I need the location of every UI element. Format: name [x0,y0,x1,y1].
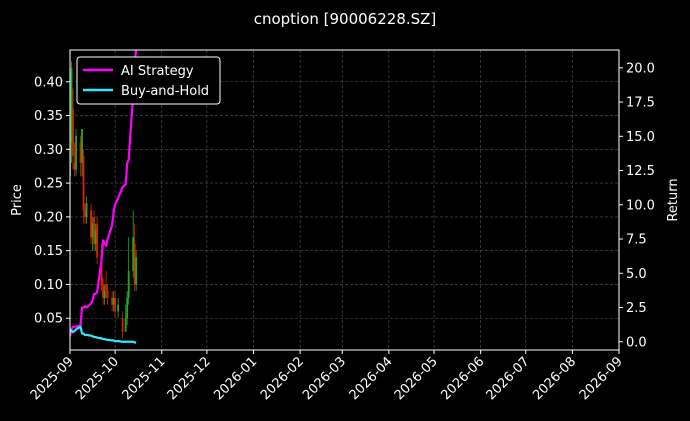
y-axis-left: 0.05 0.10 0.15 0.20 0.25 0.30 0.35 0.40 [34,75,70,327]
y-left-tick-label: 0.30 [34,143,63,158]
y-right-tick-label: 2.5 [626,301,647,316]
candle [133,223,136,292]
y-right-tick-label: 10.0 [626,198,655,213]
candle-body [135,257,138,285]
ai-strategy-line [70,50,138,337]
candle [70,61,73,163]
candle [90,203,92,244]
candle-body [81,129,83,163]
y-right-tick-label: 17.5 [626,96,655,111]
y-axis-left-label: Price [10,184,25,216]
candle-body [106,291,109,298]
candle [91,216,94,251]
candlesticks [70,61,138,339]
candle-body [72,108,74,157]
candle [75,129,77,177]
y-left-tick-label: 0.40 [34,75,63,90]
series-lines [70,50,138,344]
candle-body [112,297,115,305]
legend-label-buy-and-hold: Buy-and-Hold [121,84,209,99]
candle-body [79,142,82,163]
candle [126,291,129,325]
candle [79,135,82,177]
candle [93,210,95,251]
candle-body [117,304,120,312]
y-right-tick-label: 12.5 [626,164,655,179]
candle-body [84,210,86,217]
candle [94,223,97,251]
candle [84,203,86,224]
candle-body [70,68,73,143]
y-right-tick-label: 5.0 [626,267,647,282]
candle-body [93,216,95,244]
y-axis-right: 0.0 2.5 5.0 7.5 10.0 12.5 15.0 17.5 20.0 [619,61,655,350]
y-left-tick-label: 0.10 [34,278,63,293]
plot-frame [69,49,620,351]
candle-body [103,291,106,298]
candle-body [102,284,104,298]
y-right-tick-label: 15.0 [626,130,655,145]
y-axis-right-label: Return [666,178,681,221]
candle-body [82,156,85,211]
y-right-tick-label: 7.5 [626,233,647,248]
y-right-tick-label: 0.0 [626,335,647,350]
candle [73,142,76,177]
candle-body [90,210,92,238]
y-left-tick-label: 0.35 [34,109,63,124]
candle [103,284,106,305]
candle-body [91,223,94,238]
buy-and-hold-line [70,325,137,344]
y-left-tick-label: 0.05 [34,312,63,327]
candle-body [121,318,124,332]
candle-body [126,297,129,319]
candle-body [75,135,77,170]
y-left-tick-label: 0.15 [34,244,63,259]
candle [135,250,138,292]
candle [127,237,130,305]
candle [111,291,114,312]
chart-title: cnoption [90006228.SZ] [254,10,437,28]
candle [124,304,127,332]
candle-body [105,284,107,292]
candle-body [127,270,130,298]
candle [102,277,104,305]
candle-body [114,297,117,312]
candle [105,270,107,298]
candle-body [111,297,114,305]
candle-body [124,318,127,332]
candle-body [94,230,97,244]
legend: AI Strategy Buy-and-Hold [76,56,221,105]
candle [81,129,83,177]
legend-label-ai-strategy: AI Strategy [121,64,194,79]
candle-body [73,162,76,170]
candle-body [96,223,98,258]
candle [121,311,124,339]
y-left-tick-label: 0.25 [34,177,63,192]
y-right-tick-label: 20.0 [626,61,655,76]
candle-body [85,203,88,217]
candle [117,297,120,319]
candle [106,284,109,305]
candle [112,291,115,312]
candle [85,196,88,224]
y-left-tick-label: 0.20 [34,210,63,225]
candle [96,216,98,265]
candle [132,210,135,278]
candle [82,149,85,224]
candle-body [133,243,136,285]
candle [114,291,117,319]
candle [72,88,74,170]
candle-body [132,237,135,271]
